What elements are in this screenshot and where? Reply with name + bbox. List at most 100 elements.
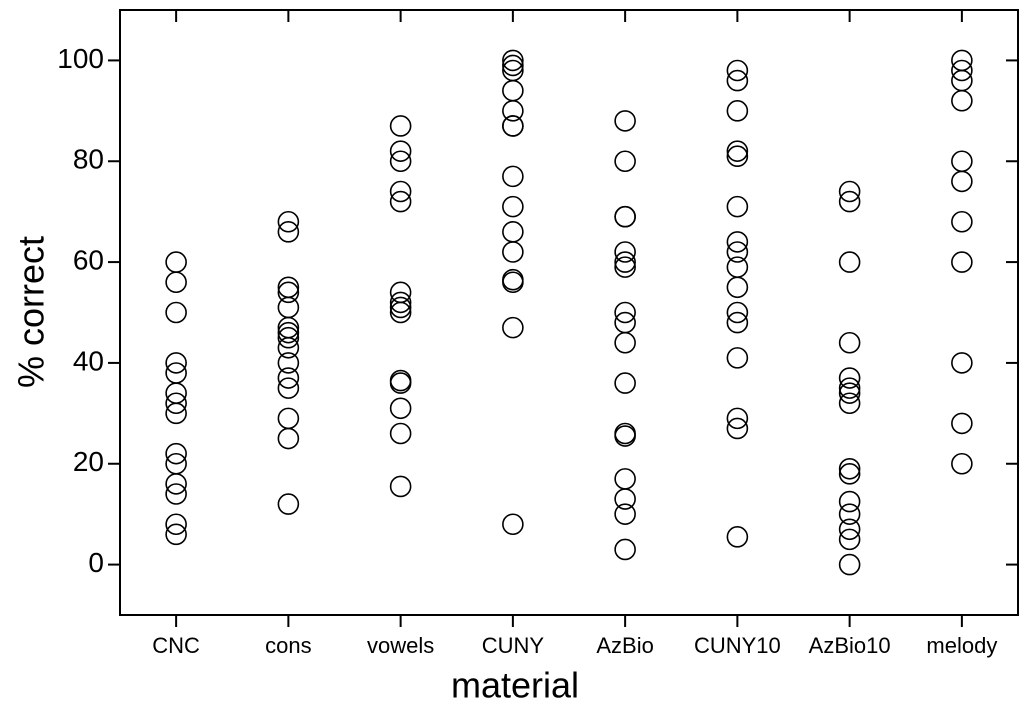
point: [389, 180, 412, 203]
y-tick-label: 40: [73, 345, 104, 376]
point: [838, 463, 861, 485]
point: [614, 251, 636, 273]
point: [614, 468, 636, 490]
point: [726, 241, 749, 263]
point: [614, 256, 636, 278]
point: [726, 59, 749, 82]
point: [726, 195, 749, 218]
point: [502, 165, 524, 188]
point: [277, 221, 300, 243]
plot-frame: [119, 9, 1019, 616]
point: [726, 140, 749, 162]
point: [277, 296, 300, 319]
y-tick-label: 60: [73, 244, 104, 275]
x-tick-label: vowels: [367, 633, 434, 658]
y-tick-label: 80: [73, 144, 104, 175]
point: [726, 301, 749, 324]
point: [951, 150, 973, 173]
point: [502, 316, 524, 339]
point: [389, 291, 412, 314]
x-axis-label: material: [451, 665, 579, 706]
point: [951, 59, 973, 82]
point: [838, 251, 861, 273]
point: [389, 422, 412, 445]
point: [951, 170, 973, 193]
point: [389, 301, 412, 324]
point: [614, 150, 636, 173]
point: [165, 442, 187, 465]
point: [951, 89, 973, 112]
point: [726, 417, 749, 440]
point: [838, 382, 861, 404]
point: [502, 195, 524, 218]
point: [951, 251, 973, 273]
point: [726, 231, 749, 253]
point: [165, 271, 187, 294]
point: [277, 281, 300, 304]
point: [389, 140, 412, 162]
point: [389, 150, 412, 173]
point: [951, 352, 973, 374]
y-tick-label: 100: [57, 43, 104, 74]
point: [614, 425, 636, 447]
point: [502, 100, 524, 122]
point: [165, 301, 187, 324]
point: [502, 79, 524, 102]
point: [838, 553, 861, 576]
point: [165, 483, 187, 505]
x-tick-label: melody: [926, 633, 997, 658]
x-tick-label: CUNY: [482, 633, 545, 658]
point: [502, 49, 524, 72]
point: [726, 276, 749, 299]
point: [277, 276, 300, 299]
point: [277, 427, 300, 450]
point: [614, 110, 636, 132]
point: [838, 503, 861, 525]
y-tick-label: 0: [88, 547, 104, 578]
point: [838, 180, 861, 203]
point: [502, 271, 524, 294]
point: [726, 69, 749, 92]
point: [502, 513, 524, 536]
point: [389, 190, 412, 213]
point: [838, 331, 861, 354]
point: [165, 251, 187, 273]
point: [165, 473, 187, 495]
x-tick-label: AzBio: [596, 633, 653, 658]
point: [726, 311, 749, 334]
x-tick-label: cons: [265, 633, 311, 658]
point: [277, 321, 300, 344]
point: [726, 347, 749, 369]
x-tick-label: AzBio10: [809, 633, 891, 658]
point: [389, 372, 412, 394]
point: [614, 538, 636, 561]
point: [165, 523, 187, 546]
point: [838, 490, 861, 513]
x-tick-label: CUNY10: [694, 633, 781, 658]
point: [277, 407, 300, 430]
point: [277, 352, 300, 374]
point: [165, 513, 187, 536]
point: [838, 392, 861, 415]
point: [389, 475, 412, 498]
point: [389, 296, 412, 319]
point: [165, 352, 187, 374]
point: [838, 518, 861, 541]
point: [165, 392, 187, 415]
point: [838, 377, 861, 399]
point: [838, 190, 861, 213]
point: [614, 301, 636, 324]
point: [502, 115, 524, 137]
point: [502, 221, 524, 243]
point: [614, 503, 636, 525]
point: [726, 407, 749, 430]
point: [502, 241, 524, 263]
point: [389, 397, 412, 420]
point: [726, 145, 749, 168]
x-tick-label: CNC: [152, 633, 200, 658]
y-tick-label: 20: [73, 446, 104, 477]
point: [726, 256, 749, 278]
point: [951, 412, 973, 435]
point: [277, 377, 300, 399]
